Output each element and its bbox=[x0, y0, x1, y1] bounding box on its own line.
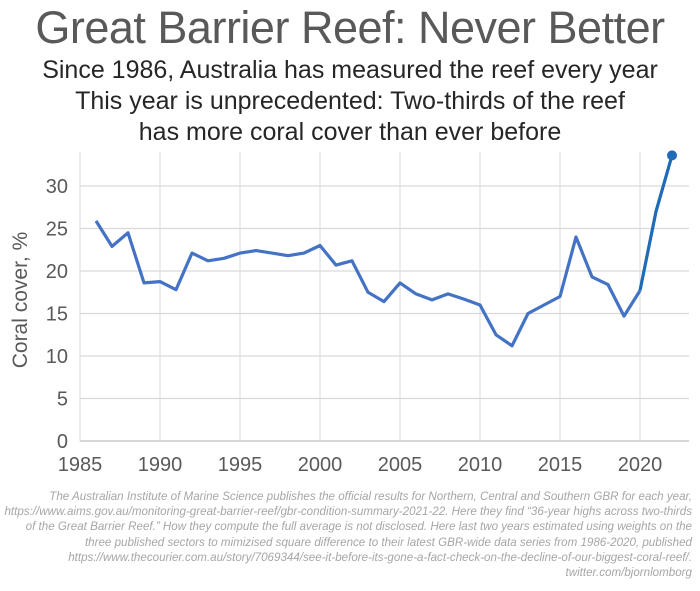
estimated-line bbox=[638, 154, 674, 291]
y-tick-label: 5 bbox=[57, 389, 68, 411]
x-tick-label: 2010 bbox=[458, 454, 503, 476]
x-tick-label: 2020 bbox=[618, 454, 663, 476]
y-tick-label: 15 bbox=[46, 304, 68, 326]
coral-cover-line bbox=[94, 220, 642, 348]
x-tick-label: 1985 bbox=[58, 454, 103, 476]
y-tick-label: 20 bbox=[46, 261, 68, 283]
y-tick-label: 30 bbox=[46, 176, 68, 198]
x-tick-label: 2005 bbox=[378, 454, 423, 476]
series bbox=[94, 150, 677, 348]
grid bbox=[79, 152, 689, 442]
y-tick-label: 10 bbox=[46, 346, 68, 368]
footnote: The Australian Institute of Marine Scien… bbox=[4, 490, 692, 580]
chart-title: Great Barrier Reef: Never Better bbox=[35, 2, 665, 53]
y-tick-label: 25 bbox=[46, 219, 68, 241]
y-tick-label: 0 bbox=[57, 431, 68, 453]
x-tick-label: 2015 bbox=[538, 454, 583, 476]
y-axis-label: Coral cover, % bbox=[9, 232, 32, 369]
x-tick-label: 1995 bbox=[218, 454, 263, 476]
x-tick-label: 1990 bbox=[138, 454, 183, 476]
chart-subtitle-line-3: has more coral cover than ever before bbox=[138, 118, 562, 146]
tick-labels: 0 5 10 15 20 25 30 1985 1990 1995 2000 2005 2010 2015… bbox=[46, 176, 663, 476]
chart-subtitle-line-1: Since 1986, Australia has measured the r… bbox=[42, 56, 658, 84]
chart-subtitle-line-2: This year is unprecedented: Two-thirds o… bbox=[75, 87, 625, 115]
data-point bbox=[667, 150, 677, 161]
x-tick-label: 2000 bbox=[298, 454, 343, 476]
